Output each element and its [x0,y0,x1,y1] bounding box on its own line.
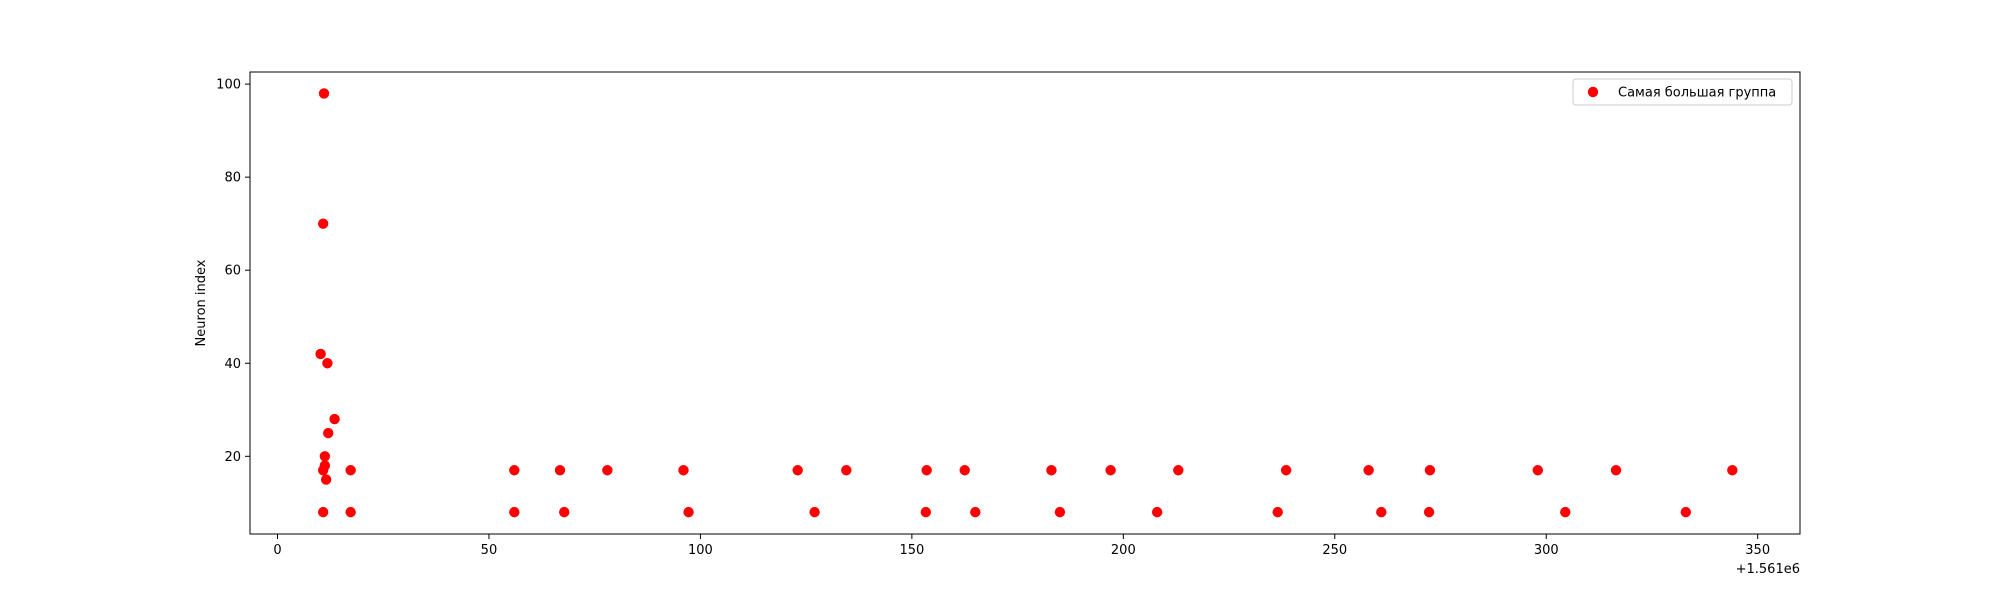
data-point [1363,465,1374,476]
x-axis: 0 50 100 150 200 250 300 350 [273,534,1770,558]
plot-frame [249,71,1801,535]
y-tick-label: 60 [224,264,241,279]
data-point [970,506,981,518]
data-point [345,506,356,518]
data-point [792,465,803,476]
data-point [1046,465,1057,476]
data-point [920,506,932,518]
data-point [329,413,340,425]
data-point [1610,465,1622,476]
y-axis: 20 40 60 80 100 [216,78,250,465]
data-point [323,427,334,439]
plot-marks [315,88,1738,518]
legend: Самая большая группа [1572,78,1793,106]
data-point [809,506,820,518]
data-point [1054,506,1066,518]
data-point [683,506,694,518]
y-axis-label: Neuron index [194,259,209,346]
data-point [318,88,330,99]
legend-label: Самая большая группа [1618,86,1776,101]
data-point [509,465,520,476]
data-point [317,218,329,229]
x-axis-offset-label: +1.561e6 [1736,562,1800,577]
data-point [319,451,331,462]
data-point [1532,465,1543,476]
x-tick-label: 350 [1745,543,1770,558]
data-point [315,348,326,360]
y-tick-label: 80 [224,171,241,186]
data-point [320,474,332,485]
x-tick-label: 150 [899,543,924,558]
data-point [1280,465,1292,476]
y-tick-label: 20 [224,450,241,465]
data-point [317,506,329,518]
data-point [1105,465,1116,476]
data-point [1173,465,1184,476]
data-point [1680,506,1692,518]
data-point [345,465,356,476]
legend-marker [1587,86,1599,98]
data-point [959,465,970,476]
data-point [319,460,331,471]
data-point [602,465,613,476]
data-point [921,465,932,476]
x-tick-label: 100 [688,543,713,558]
data-point [1423,506,1435,518]
data-point [1424,465,1436,476]
y-tick-label: 40 [224,357,241,372]
data-point [509,506,520,518]
data-point [559,506,570,518]
y-tick-label: 100 [216,78,241,93]
data-point [841,465,852,476]
x-tick-label: 200 [1111,543,1136,558]
data-point [1151,506,1163,518]
x-tick-label: 300 [1534,543,1559,558]
data-point [1376,506,1387,518]
data-point [1727,465,1738,476]
data-point [1560,506,1571,518]
data-point [322,358,333,369]
legend-box [1572,78,1793,106]
data-point [678,465,689,476]
x-tick-label: 0 [273,543,281,558]
x-tick-label: 50 [481,543,498,558]
data-point [554,465,566,476]
x-tick-label: 250 [1322,543,1347,558]
data-point [1272,506,1283,518]
